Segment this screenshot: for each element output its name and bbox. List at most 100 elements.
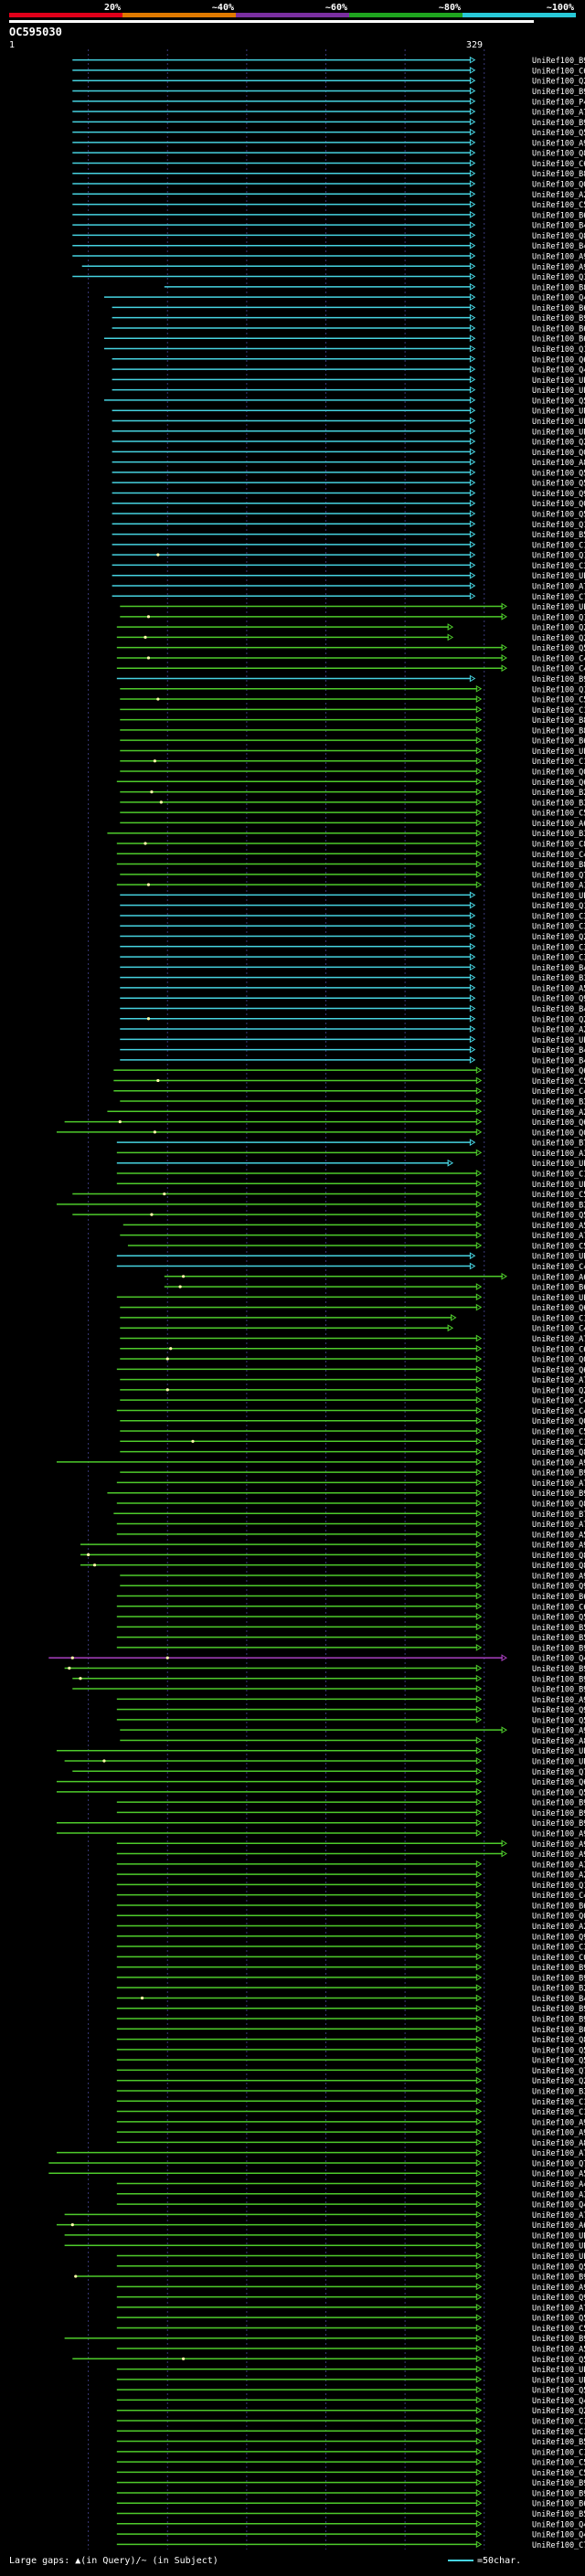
- hit-label[interactable]: UniRef100_UP1000..: [532, 1747, 585, 1756]
- hit-label[interactable]: UniRef100_C4V8J3: [532, 1087, 585, 1097]
- hit-label[interactable]: UniRef100_B6QTB5: [532, 1284, 585, 1293]
- hit-label[interactable]: UniRef100_C6T5K3: [532, 160, 585, 169]
- hit-label[interactable]: UniRef100_Q7Q9P7: [532, 2067, 585, 2076]
- hit-label[interactable]: UniRef100_B2VUM1: [532, 789, 585, 798]
- hit-label[interactable]: UniRef100_B7FGV1: [532, 1511, 585, 1520]
- hit-label[interactable]: UniRef100_Q5TI08: [532, 1716, 585, 1725]
- hit-label[interactable]: UniRef100_Q5VNF4: [532, 1788, 585, 1797]
- hit-label[interactable]: UniRef100_UP1000..: [532, 2242, 585, 2252]
- hit-label[interactable]: UniRef100_B9GXT0: [532, 1665, 585, 1674]
- hit-label[interactable]: UniRef100_C5XYP5: [532, 2469, 585, 2478]
- hit-label[interactable]: UniRef100_B4LRY7: [532, 1046, 585, 1055]
- hit-label[interactable]: UniRef100_C5H2V4: [532, 2325, 585, 2334]
- hit-label[interactable]: UniRef100_A9NXX7: [532, 139, 585, 148]
- hit-label[interactable]: UniRef100_Q6YNU9: [532, 1778, 585, 1787]
- hit-label[interactable]: UniRef100_Q18LB4: [532, 613, 585, 622]
- hit-label[interactable]: UniRef100_C1EBH2: [532, 1170, 585, 1179]
- hit-label[interactable]: UniRef100_A7R039: [532, 1521, 585, 1530]
- hit-label[interactable]: UniRef100_A9SXV3: [532, 1829, 585, 1839]
- hit-label[interactable]: UniRef100_Q14348: [532, 345, 585, 355]
- hit-label[interactable]: UniRef100_B9WHW3: [532, 675, 585, 684]
- hit-label[interactable]: UniRef100_Q1HRW2: [532, 1882, 585, 1891]
- hit-label[interactable]: UniRef100_A5DI91: [532, 1222, 585, 1231]
- hit-label[interactable]: UniRef100_C5FLF3: [532, 1191, 585, 1200]
- hit-label[interactable]: UniRef100_B5XMT1: [532, 1624, 585, 1633]
- hit-label[interactable]: UniRef100_B6T9D2: [532, 211, 585, 220]
- hit-label[interactable]: UniRef100_Q5L5Q4: [532, 1614, 585, 1623]
- hit-label[interactable]: UniRef100_B9IHL2: [532, 1469, 585, 1479]
- hit-label[interactable]: UniRef100_Q55LG0: [532, 2057, 585, 2066]
- hit-label[interactable]: UniRef100_B4KLC5: [532, 1056, 585, 1065]
- hit-label[interactable]: UniRef100_A7TPH6: [532, 1335, 585, 1344]
- hit-label[interactable]: UniRef100_C3YGG5: [532, 954, 585, 963]
- hit-label[interactable]: UniRef100_Q6CU97: [532, 1304, 585, 1313]
- hit-label[interactable]: UniRef100_B9N099: [532, 57, 585, 66]
- hit-label[interactable]: UniRef100_A7P1B1: [532, 2304, 585, 2313]
- hit-label[interactable]: UniRef100_Q8W4W5: [532, 150, 585, 159]
- hit-label[interactable]: UniRef100_B6U7T5: [532, 324, 585, 334]
- hit-label[interactable]: UniRef100_A5DUP3: [532, 984, 585, 993]
- hit-label[interactable]: UniRef100_A8X3S4: [532, 1737, 585, 1746]
- hit-label[interactable]: UniRef100_B9RLC7: [532, 2016, 585, 2025]
- hit-label[interactable]: UniRef100_A7PGL9: [532, 109, 585, 118]
- hit-label[interactable]: UniRef100_C6TDL4: [532, 67, 585, 76]
- hit-label[interactable]: UniRef100_UP1000..: [532, 1181, 585, 1190]
- hit-label[interactable]: UniRef100_A5AJA9: [532, 1531, 585, 1540]
- hit-label[interactable]: UniRef100_B9HQ13: [532, 1675, 585, 1684]
- hit-label[interactable]: UniRef100_A7QEY6: [532, 2149, 585, 2158]
- hit-label[interactable]: UniRef100_B9R6Q8: [532, 1644, 585, 1653]
- hit-label[interactable]: UniRef100_Q8W4W8: [532, 232, 585, 241]
- hit-label[interactable]: UniRef100_A2QTL0: [532, 1026, 585, 1035]
- hit-label[interactable]: UniRef100_A9P3Y3: [532, 1696, 585, 1705]
- hit-label[interactable]: UniRef100_UP1000..: [532, 408, 585, 417]
- hit-label[interactable]: UniRef100_B9EUB3: [532, 1974, 585, 1983]
- hit-label[interactable]: UniRef100_B9I2N5: [532, 88, 585, 97]
- hit-label[interactable]: UniRef100_C1BVN5: [532, 541, 585, 550]
- hit-label[interactable]: UniRef100_Q4S5S0: [532, 2531, 585, 2540]
- hit-label[interactable]: UniRef100_Q6FKR7: [532, 779, 585, 788]
- hit-label[interactable]: UniRef100_B8LM14: [532, 170, 585, 179]
- hit-label[interactable]: UniRef100_C1BJE9: [532, 2417, 585, 2426]
- hit-label[interactable]: UniRef100_B9GS51: [532, 1809, 585, 1818]
- hit-label[interactable]: UniRef100_UP1000..: [532, 1160, 585, 1169]
- hit-label[interactable]: UniRef100_A2QNS1: [532, 1923, 585, 1932]
- hit-label[interactable]: UniRef100_C1GSR3: [532, 758, 585, 767]
- hit-label[interactable]: UniRef100_UP1000..: [532, 892, 585, 901]
- hit-label[interactable]: UniRef100_B3RLD1: [532, 830, 585, 839]
- hit-label[interactable]: UniRef100_Q6C5P7: [532, 355, 585, 365]
- hit-label[interactable]: UniRef100_Q6FK35: [532, 1366, 585, 1375]
- hit-label[interactable]: UniRef100_Q4YB09: [532, 1655, 585, 1664]
- hit-label[interactable]: UniRef100_Q6BJ98: [532, 1067, 585, 1076]
- hit-label[interactable]: UniRef100_B9HZ11: [532, 2489, 585, 2498]
- hit-label[interactable]: UniRef100_Q5VYK4: [532, 2356, 585, 2365]
- hit-label[interactable]: UniRef100_C3EBK1: [532, 1944, 585, 1953]
- hit-label[interactable]: UniRef100_Q8SQ26: [532, 1448, 585, 1458]
- hit-label[interactable]: UniRef100_B3RR79: [532, 1201, 585, 1210]
- hit-label[interactable]: UniRef100_B9GLM5: [532, 2005, 585, 2014]
- hit-label[interactable]: UniRef100_A9PIX8: [532, 1458, 585, 1468]
- hit-label[interactable]: UniRef100_Q54Q52: [532, 1212, 585, 1221]
- hit-label[interactable]: UniRef100_Q9XYX6: [532, 1706, 585, 1715]
- hit-label[interactable]: UniRef100_Q1DF82: [532, 685, 585, 694]
- hit-label[interactable]: UniRef100_Q7ZXW4: [532, 2159, 585, 2168]
- hit-label[interactable]: UniRef100_UP1000..: [532, 1294, 585, 1303]
- hit-label[interactable]: UniRef100_A2YB74: [532, 1871, 585, 1881]
- hit-label[interactable]: UniRef100_C5GY35: [532, 1077, 585, 1087]
- hit-label[interactable]: UniRef100_C4WWQ8: [532, 1407, 585, 1416]
- hit-label[interactable]: UniRef100_C3YGF7: [532, 943, 585, 952]
- hit-label[interactable]: UniRef100_A3BHR1: [532, 1860, 585, 1870]
- hit-label[interactable]: UniRef100_Q81HQ2: [532, 1562, 585, 1571]
- hit-label[interactable]: UniRef100_B4MZ75: [532, 1005, 585, 1014]
- hit-label[interactable]: UniRef100_Q5KKI6: [532, 644, 585, 653]
- hit-label[interactable]: UniRef100_Q2H405: [532, 1386, 585, 1395]
- hit-label[interactable]: UniRef100_Q93YY7: [532, 1933, 585, 1942]
- hit-label[interactable]: UniRef100_B9S6H6: [532, 314, 585, 323]
- hit-label[interactable]: UniRef100_Q54NV0: [532, 2046, 585, 2055]
- hit-label[interactable]: UniRef100_B5X951: [532, 2438, 585, 2447]
- hit-label[interactable]: UniRef100_A5AJQ9: [532, 2170, 585, 2179]
- hit-label[interactable]: UniRef100_Q2DBK2: [532, 439, 585, 448]
- hit-label[interactable]: UniRef100_C5E3P3: [532, 1428, 585, 1437]
- hit-label[interactable]: UniRef100_A8JA17: [532, 2139, 585, 2148]
- hit-label[interactable]: UniRef100_UP1000..: [532, 1758, 585, 1767]
- hit-label[interactable]: UniRef100_C4QBS3: [532, 1325, 585, 1334]
